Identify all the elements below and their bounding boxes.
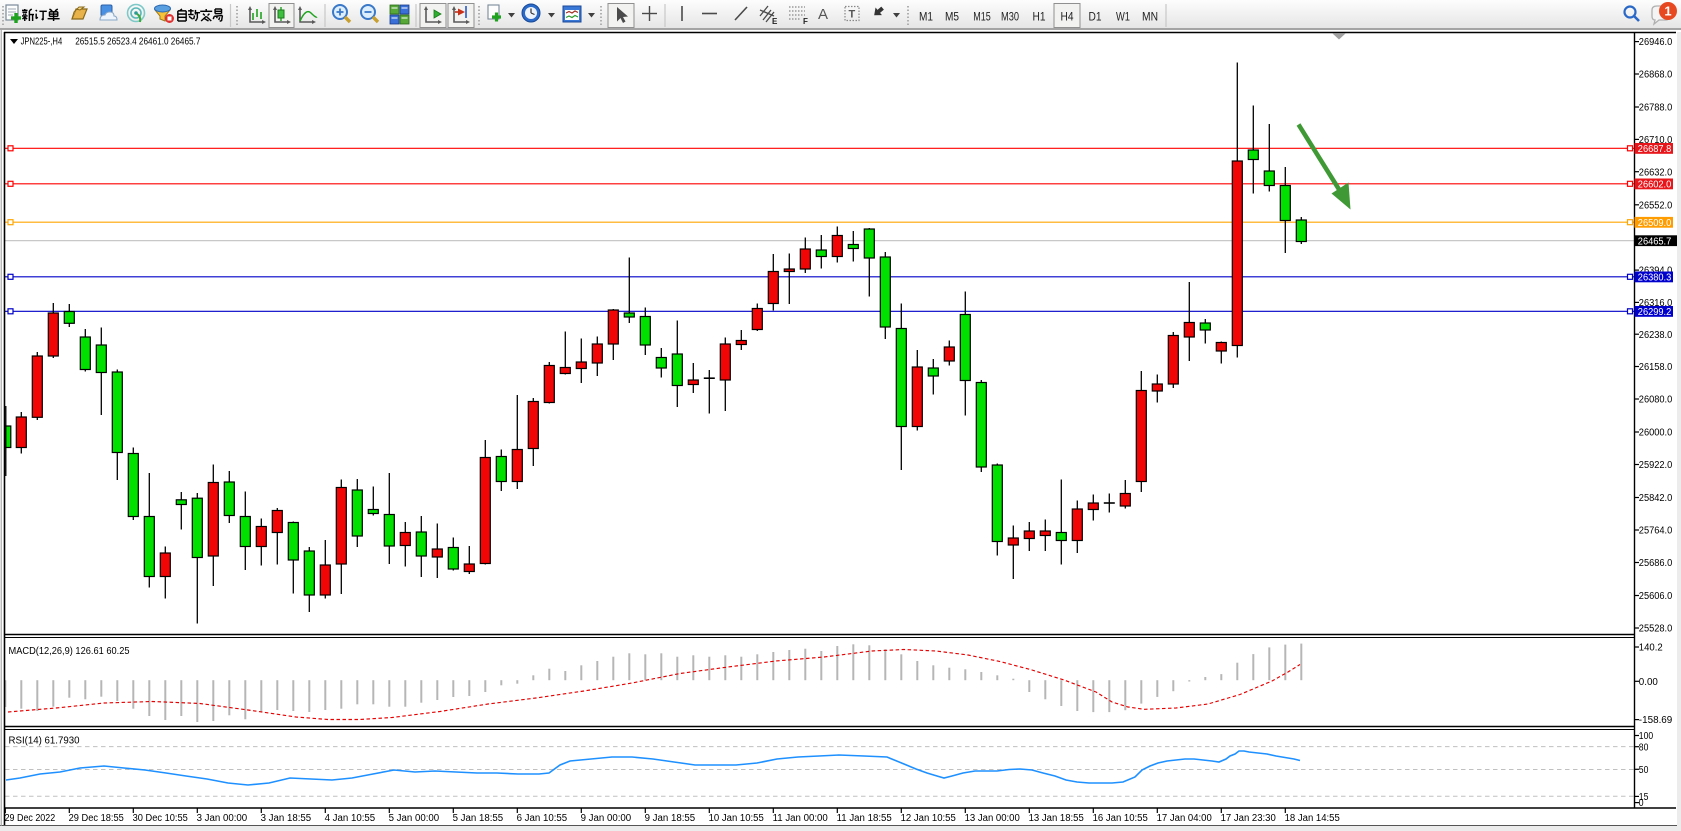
svg-text:6 Jan 10:55: 6 Jan 10:55: [517, 813, 568, 824]
svg-text:3 Jan 00:00: 3 Jan 00:00: [197, 813, 248, 824]
svg-text:JPN225-,H4: JPN225-,H4: [21, 35, 63, 47]
svg-text:26687.8: 26687.8: [1638, 144, 1672, 155]
svg-text:29 Dec 2022: 29 Dec 2022: [5, 813, 56, 824]
svg-text:M15: M15: [973, 10, 991, 24]
svg-text:26602.0: 26602.0: [1638, 180, 1672, 191]
svg-text:E: E: [772, 17, 778, 26]
svg-text:26158.0: 26158.0: [1639, 362, 1673, 373]
svg-text:F: F: [803, 17, 808, 26]
svg-text:D1: D1: [1089, 10, 1102, 24]
svg-text:A: A: [818, 6, 828, 23]
svg-text:25606.0: 25606.0: [1639, 591, 1673, 602]
svg-text:26710.0: 26710.0: [1639, 135, 1673, 146]
svg-text:16 Jan 10:55: 16 Jan 10:55: [1093, 813, 1149, 824]
svg-text:26946.0: 26946.0: [1639, 37, 1673, 48]
svg-text:15: 15: [1639, 792, 1649, 803]
svg-text:26788.0: 26788.0: [1639, 103, 1673, 114]
svg-text:9 Jan 18:55: 9 Jan 18:55: [645, 813, 696, 824]
svg-text:100: 100: [1639, 731, 1654, 742]
svg-text:26465.7: 26465.7: [1638, 236, 1672, 247]
svg-text:12 Jan 10:55: 12 Jan 10:55: [901, 813, 957, 824]
svg-text:26000.0: 26000.0: [1639, 428, 1673, 439]
svg-text:29 Dec 18:55: 29 Dec 18:55: [69, 813, 125, 824]
svg-text:50: 50: [1639, 765, 1649, 776]
svg-text:H1: H1: [1033, 10, 1046, 24]
svg-text:80: 80: [1639, 742, 1649, 753]
svg-text:1: 1: [1664, 4, 1671, 19]
svg-text:25686.0: 25686.0: [1639, 558, 1673, 569]
svg-text:10 Jan 10:55: 10 Jan 10:55: [709, 813, 765, 824]
svg-text:140.2: 140.2: [1639, 643, 1663, 654]
svg-text:13 Jan 18:55: 13 Jan 18:55: [1029, 813, 1085, 824]
svg-text:-158.69: -158.69: [1639, 715, 1673, 726]
svg-text:4 Jan 10:55: 4 Jan 10:55: [325, 813, 376, 824]
svg-text:11 Jan 00:00: 11 Jan 00:00: [773, 813, 829, 824]
svg-text:26394.0: 26394.0: [1639, 266, 1673, 277]
svg-text:25842.0: 25842.0: [1639, 493, 1673, 504]
svg-text:5 Jan 18:55: 5 Jan 18:55: [453, 813, 504, 824]
svg-text:0: 0: [1639, 798, 1644, 809]
svg-text:M30: M30: [1001, 10, 1019, 24]
svg-text:30 Dec 10:55: 30 Dec 10:55: [133, 813, 189, 824]
svg-text:13 Jan 00:00: 13 Jan 00:00: [965, 813, 1021, 824]
svg-text:MN: MN: [1142, 10, 1158, 24]
svg-text:18 Jan 14:55: 18 Jan 14:55: [1285, 813, 1341, 824]
svg-text:W1: W1: [1116, 10, 1130, 24]
svg-text:26316.0: 26316.0: [1639, 298, 1673, 309]
svg-text:RSI(14) 61.7930: RSI(14) 61.7930: [9, 734, 80, 746]
svg-text:11 Jan 18:55: 11 Jan 18:55: [837, 813, 893, 824]
svg-text:25922.0: 25922.0: [1639, 460, 1673, 471]
svg-text:26552.0: 26552.0: [1639, 200, 1673, 211]
svg-text:3 Jan 18:55: 3 Jan 18:55: [261, 813, 312, 824]
svg-text:M5: M5: [945, 10, 959, 24]
svg-text:25764.0: 25764.0: [1639, 526, 1673, 537]
svg-text:MACD(12,26,9) 126.61 60.25: MACD(12,26,9) 126.61 60.25: [9, 645, 130, 657]
svg-text:26632.0: 26632.0: [1639, 167, 1673, 178]
svg-text:26238.0: 26238.0: [1639, 330, 1673, 341]
svg-text:26515.5 26523.4 26461.0 26465.: 26515.5 26523.4 26461.0 26465.7: [75, 35, 200, 47]
svg-text:25528.0: 25528.0: [1639, 624, 1673, 635]
svg-text:26380.3: 26380.3: [1638, 273, 1672, 284]
svg-text:M1: M1: [919, 10, 933, 24]
svg-text:17 Jan 04:00: 17 Jan 04:00: [1157, 813, 1213, 824]
svg-text:17 Jan 23:30: 17 Jan 23:30: [1221, 813, 1277, 824]
svg-text:T: T: [849, 9, 856, 21]
svg-text:26509.0: 26509.0: [1638, 218, 1672, 229]
svg-text:26299.2: 26299.2: [1638, 307, 1672, 318]
svg-text:26868.0: 26868.0: [1639, 70, 1673, 81]
svg-text:26080.0: 26080.0: [1639, 395, 1673, 406]
svg-text:9 Jan 00:00: 9 Jan 00:00: [581, 813, 632, 824]
svg-text:0.00: 0.00: [1639, 677, 1659, 688]
svg-text:5 Jan 00:00: 5 Jan 00:00: [389, 813, 440, 824]
svg-text:H4: H4: [1061, 10, 1074, 24]
